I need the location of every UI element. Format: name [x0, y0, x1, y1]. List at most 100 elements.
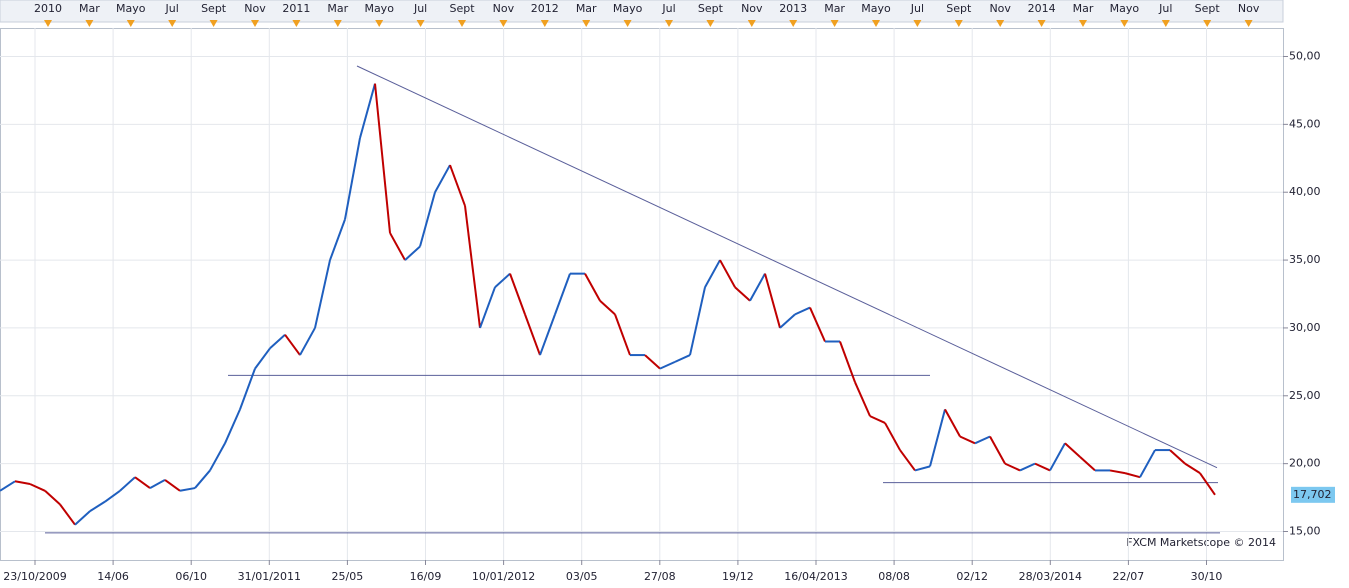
price-segment — [359, 83, 376, 139]
price-segment — [119, 476, 136, 492]
top-axis-label: Mar — [79, 2, 100, 15]
price-segment — [1019, 462, 1036, 472]
top-axis-marker — [251, 20, 259, 27]
y-tick-label: 25,00 — [1289, 389, 1321, 402]
top-axis-marker — [85, 20, 94, 27]
price-segment — [194, 469, 211, 489]
price-segment — [1169, 449, 1186, 465]
top-axis-label: Jul — [413, 2, 427, 15]
top-axis-marker — [168, 20, 177, 27]
top-axis-label: Sept — [449, 2, 475, 15]
last-price-label: 17,702 — [1293, 488, 1332, 501]
top-axis-marker — [1120, 20, 1129, 27]
price-segment — [869, 415, 886, 424]
price-segment — [509, 273, 526, 315]
price-segment — [539, 314, 556, 356]
top-axis-label: Jul — [910, 2, 924, 15]
top-axis-marker — [623, 20, 632, 27]
x-tick-label: 27/08 — [644, 570, 676, 583]
top-axis-label: Nov — [741, 2, 763, 15]
price-segment — [524, 314, 541, 356]
top-axis-marker — [706, 20, 715, 27]
price-segment — [449, 164, 466, 207]
price-segment — [764, 273, 781, 329]
price-segment — [914, 465, 931, 472]
y-tick-label: 40,00 — [1289, 185, 1321, 198]
price-segment — [254, 347, 271, 370]
price-segment — [284, 334, 301, 356]
top-axis-label: Jul — [1158, 2, 1172, 15]
price-segment — [929, 409, 946, 467]
price-segment — [434, 164, 451, 193]
price-segment — [164, 479, 181, 492]
price-segment — [0, 480, 16, 492]
price-segment — [809, 307, 826, 342]
price-segment — [689, 286, 706, 356]
price-segment — [419, 191, 436, 247]
top-axis-marker — [1037, 20, 1046, 27]
trendline — [356, 65, 1218, 469]
price-segment — [14, 480, 31, 485]
top-axis-label: Jul — [165, 2, 179, 15]
top-axis-label: Sept — [201, 2, 227, 15]
price-segment — [464, 205, 481, 329]
top-axis-marker — [44, 20, 52, 27]
price-segment — [404, 245, 421, 261]
price-segment — [104, 489, 121, 503]
top-axis-label: 2013 — [779, 2, 807, 15]
top-axis-label: 2012 — [531, 2, 559, 15]
x-tick-label: 06/10 — [175, 570, 207, 583]
price-segment — [314, 259, 331, 329]
x-tick-label: 30/10 — [1191, 570, 1223, 583]
price-segment — [134, 476, 151, 489]
top-axis-label: Nov — [989, 2, 1011, 15]
top-axis-bar — [0, 0, 1284, 23]
top-axis-marker — [872, 20, 880, 27]
price-segment — [899, 449, 916, 472]
x-tick-label: 16/04/2013 — [784, 570, 847, 583]
top-axis-marker — [954, 20, 963, 27]
y-tick-label: 20,00 — [1289, 457, 1321, 470]
price-segment — [329, 219, 346, 261]
x-tick-label: 14/06 — [97, 570, 129, 583]
x-tick-label: 28/03/2014 — [1019, 570, 1082, 583]
top-axis-marker — [1161, 20, 1170, 27]
top-axis-marker — [665, 20, 673, 27]
price-segment — [839, 341, 856, 383]
price-segment — [269, 333, 286, 350]
last-price-box — [1291, 486, 1335, 503]
price-segment — [344, 137, 361, 220]
price-segment — [974, 435, 991, 445]
price-segment — [1124, 472, 1141, 479]
top-axis-label: Mar — [576, 2, 597, 15]
price-segment — [659, 360, 676, 370]
top-axis-label: Mar — [1073, 2, 1094, 15]
y-tick-label: 15,00 — [1289, 525, 1321, 538]
top-axis-marker — [1244, 20, 1253, 27]
price-segment — [59, 503, 76, 526]
price-segment — [1139, 449, 1156, 478]
x-tick-label: 03/05 — [566, 570, 598, 583]
top-axis-label: Sept — [698, 2, 724, 15]
price-segment — [29, 483, 46, 492]
price-segment — [1049, 442, 1066, 471]
top-axis-marker — [582, 20, 591, 27]
price-segment — [209, 442, 226, 471]
x-tick-label: 23/10/2009 — [3, 570, 66, 583]
price-segment — [779, 313, 796, 329]
price-segment — [734, 286, 751, 302]
top-axis-label: Jul — [661, 2, 675, 15]
top-axis-marker — [416, 20, 425, 27]
x-tick-label: 19/12 — [722, 570, 754, 583]
top-axis-label: Mar — [824, 2, 845, 15]
price-segment — [554, 273, 571, 315]
plot-frame — [0, 28, 1284, 561]
top-axis-label: Mayo — [1110, 2, 1140, 15]
top-axis-label: Nov — [1238, 2, 1260, 15]
top-axis-marker — [540, 20, 549, 27]
price-segment — [944, 408, 961, 437]
top-axis-marker — [1079, 20, 1087, 27]
x-tick-label: 31/01/2011 — [238, 570, 301, 583]
price-segment — [149, 479, 166, 489]
